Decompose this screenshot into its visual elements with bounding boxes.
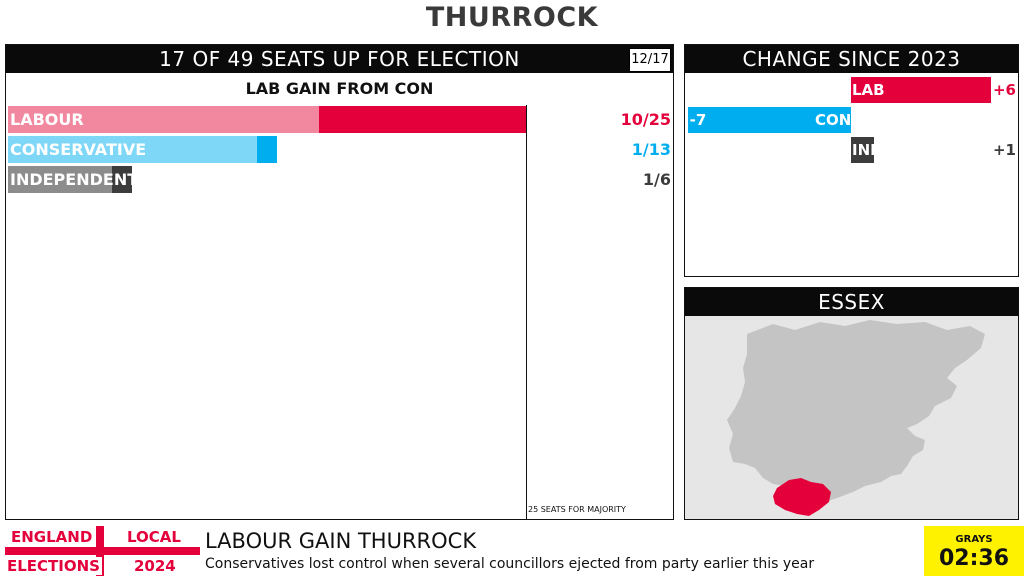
party-seats-value: 1/6	[642, 170, 671, 189]
flag-text-england: ENGLAND	[9, 528, 95, 546]
change-party-label: LAB	[852, 81, 885, 99]
change-bar	[687, 107, 851, 133]
change-value: +1	[992, 141, 1016, 159]
map-panel-heading: ESSEX	[685, 288, 1018, 316]
seats-panel-heading: 17 OF 49 SEATS UP FOR ELECTION	[6, 45, 673, 73]
party-seats-value: 1/13	[631, 140, 671, 159]
clock-location: GRAYS	[955, 534, 993, 545]
flag-text-elections: ELECTIONS	[5, 557, 102, 575]
clock-time: 02:36	[938, 546, 1010, 571]
change-panel: CHANGE SINCE 2023 LAB +6 CON -7 IND +1	[684, 44, 1019, 277]
flag-text-local: LOCAL	[125, 528, 183, 546]
change-row-ind: IND +1	[685, 137, 1018, 163]
thurrock-highlight	[773, 478, 831, 516]
change-bar	[851, 137, 875, 163]
party-name: LABOUR	[10, 110, 84, 129]
declared-count-badge: 12/17	[629, 48, 671, 72]
thames-estuary	[835, 492, 1018, 519]
majority-line	[526, 105, 527, 520]
page-title: THURROCK	[425, 2, 599, 33]
change-row-con: CON -7	[685, 107, 1018, 133]
party-bar-total	[8, 136, 278, 163]
headline-subtext: Conservatives lost control when several …	[205, 556, 815, 572]
flag-text-year: 2024	[132, 557, 178, 575]
result-subtitle: LAB GAIN FROM CON	[245, 79, 434, 98]
party-name: CONSERVATIVE	[10, 140, 147, 159]
change-party-label: CON	[815, 111, 852, 129]
headline-box: LABOUR GAIN THURROCK Conservatives lost …	[200, 526, 922, 576]
party-seats-value: 10/25	[620, 110, 671, 129]
party-bar-won	[111, 166, 133, 193]
change-party-label: IND	[852, 141, 883, 159]
majority-note: 25 SEATS FOR MAJORITY	[528, 505, 626, 514]
clock-badge: GRAYS 02:36	[924, 526, 1024, 576]
party-bar-won	[256, 136, 278, 163]
footer-bar: ENGLAND LOCAL ELECTIONS 2024 LABOUR GAIN…	[0, 522, 1024, 576]
essex-map	[685, 316, 1018, 519]
change-row-lab: LAB +6	[685, 77, 1018, 103]
map-panel: ESSEX	[684, 287, 1019, 520]
england-flag-badge: ENGLAND LOCAL ELECTIONS 2024	[5, 526, 200, 576]
change-bar	[851, 77, 991, 103]
seats-panel: 17 OF 49 SEATS UP FOR ELECTION 12/17 LAB…	[5, 44, 674, 520]
essex-county-shape	[727, 320, 985, 502]
headline: LABOUR GAIN THURROCK	[205, 529, 477, 553]
party-name: INDEPENDENT	[10, 170, 139, 189]
change-value: -7	[689, 111, 707, 129]
change-value: +6	[992, 81, 1016, 99]
flag-cross-vertical	[96, 526, 104, 576]
change-panel-heading: CHANGE SINCE 2023	[685, 45, 1018, 73]
party-bar-won	[318, 106, 526, 133]
